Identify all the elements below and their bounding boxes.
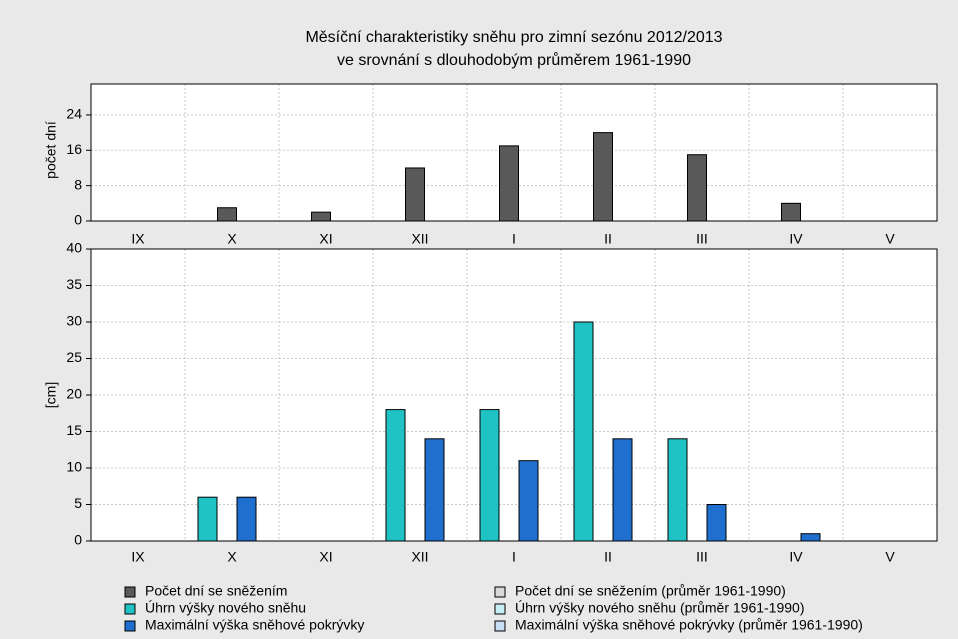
y-tick-label: 8 <box>74 176 82 192</box>
bar <box>311 211 331 222</box>
x-tick-label: IX <box>131 231 145 247</box>
y-tick-label: 25 <box>66 349 82 365</box>
x-tick-label: II <box>604 549 612 565</box>
y-tick-label: 15 <box>66 422 82 438</box>
x-tick-label: IX <box>131 549 145 565</box>
x-tick-label: XI <box>319 231 332 247</box>
plot-area <box>91 249 937 541</box>
y-axis-label: [cm] <box>43 382 59 408</box>
bar <box>385 409 406 542</box>
bar <box>518 460 539 542</box>
x-tick-label: IV <box>789 549 803 565</box>
bar <box>197 496 218 542</box>
bar <box>687 154 707 222</box>
legend-marker <box>124 586 136 598</box>
legend-label: Úhrn výšky nového sněhu <box>145 600 306 616</box>
x-tick-label: I <box>512 231 516 247</box>
bar <box>593 132 613 222</box>
y-tick-label: 10 <box>66 459 82 475</box>
bar <box>217 207 237 222</box>
legend-label: Maximální výška sněhové pokrývky <box>145 617 364 633</box>
bar <box>424 438 445 542</box>
bar <box>405 167 425 222</box>
y-tick-label: 24 <box>66 106 82 122</box>
plot-frame <box>90 248 938 542</box>
bar <box>667 438 688 542</box>
x-tick-label: II <box>604 231 612 247</box>
y-axis-label: počet dní <box>43 121 59 179</box>
bar <box>800 533 821 542</box>
legend-marker <box>124 620 136 632</box>
bar <box>479 409 500 542</box>
bar <box>499 145 519 222</box>
x-tick-label: V <box>885 549 895 565</box>
y-tick-label: 5 <box>74 495 82 511</box>
legend-marker <box>494 603 506 615</box>
legend-label: Počet dní se sněžením (průměr 1961-1990) <box>515 583 786 599</box>
bar <box>573 321 594 542</box>
x-tick-label: V <box>885 231 895 247</box>
chart-subtitle: ve srovnání s dlouhodobým průměrem 1961-… <box>337 51 691 69</box>
x-tick-label: X <box>227 231 237 247</box>
y-tick-label: 20 <box>66 386 82 402</box>
legend-marker <box>494 586 506 598</box>
legend-label: Úhrn výšky nového sněhu (průměr 1961-199… <box>515 600 805 616</box>
x-tick-label: XI <box>319 549 332 565</box>
y-tick-label: 16 <box>66 141 82 157</box>
x-tick-label: X <box>227 549 237 565</box>
legend-marker <box>494 620 506 632</box>
x-tick-label: I <box>512 549 516 565</box>
x-tick-label: III <box>696 549 708 565</box>
bar <box>706 504 727 542</box>
legend-marker <box>124 603 136 615</box>
legend-label: Počet dní se sněžením <box>145 583 287 599</box>
x-tick-label: IV <box>789 231 803 247</box>
y-tick-label: 40 <box>66 240 82 256</box>
plot-frame <box>90 83 938 222</box>
chart-title: Měsíční charakteristiky sněhu pro zimní … <box>305 29 722 46</box>
legend-label: Maximální výška sněhové pokrývky (průměr… <box>515 617 863 633</box>
x-tick-label: III <box>696 231 708 247</box>
y-tick-label: 0 <box>74 212 82 228</box>
y-tick-label: 0 <box>74 532 82 548</box>
x-tick-label: XII <box>411 549 428 565</box>
bar <box>781 202 801 222</box>
bar <box>236 496 257 542</box>
y-tick-label: 30 <box>66 313 82 329</box>
bar <box>612 438 633 542</box>
x-tick-label: XII <box>411 231 428 247</box>
y-tick-label: 35 <box>66 276 82 292</box>
